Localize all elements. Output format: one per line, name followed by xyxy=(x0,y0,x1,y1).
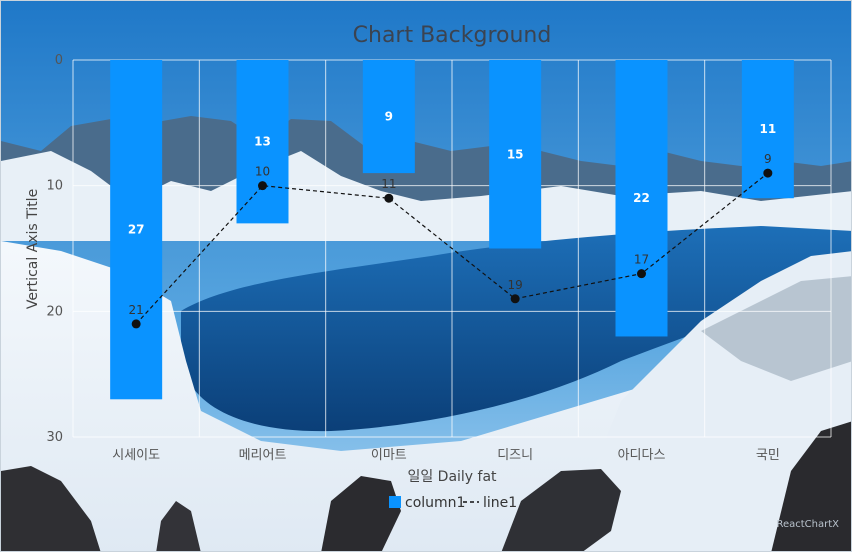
bar-0 xyxy=(110,60,163,400)
x-tick-label-3: 디즈니 xyxy=(497,448,533,463)
legend-label-line1: line1 xyxy=(483,495,517,511)
y-axis-title: Vertical Axis Title xyxy=(25,189,41,309)
bar-value-label-3: 15 xyxy=(507,147,524,161)
line-value-label-2: 11 xyxy=(381,177,396,191)
bar-4 xyxy=(615,60,668,337)
bar-value-label-1: 13 xyxy=(254,135,271,149)
line-value-label-1: 10 xyxy=(255,165,270,179)
y-axis-ticks: 0 10 20 30 xyxy=(46,53,63,445)
line-value-label-4: 17 xyxy=(634,253,649,267)
bar-value-label-5: 11 xyxy=(759,122,776,136)
y-tick-label-1: 10 xyxy=(46,179,63,194)
chart-title: Chart Background xyxy=(353,23,552,48)
legend-swatch-column1 xyxy=(389,496,401,508)
legend: column1 line1 xyxy=(389,495,517,511)
line-point-4 xyxy=(637,269,646,279)
legend-label-column1: column1 xyxy=(405,495,465,511)
line-value-label-5: 9 xyxy=(764,152,772,166)
y-tick-label-0: 0 xyxy=(55,53,63,68)
bar-value-label-0: 27 xyxy=(128,223,145,237)
x-tick-label-2: 이마트 xyxy=(371,448,407,463)
y-tick-label-2: 20 xyxy=(46,304,63,319)
bar-series-column1: 27 13 9 15 22 11 xyxy=(110,60,794,400)
y-tick-label-3: 30 xyxy=(46,430,63,445)
watermark: ReactChartX xyxy=(776,519,839,530)
x-axis-title: 일일 Daily fat xyxy=(407,469,497,485)
x-axis-ticks: 시세이도 메리어트 이마트 디즈니 아디다스 국민 xyxy=(112,448,780,463)
line-point-2 xyxy=(384,193,394,203)
x-tick-label-0: 시세이도 xyxy=(112,448,160,463)
x-tick-label-5: 국민 xyxy=(756,448,780,463)
bar-value-label-2: 9 xyxy=(385,110,393,124)
line-path xyxy=(135,172,769,325)
line-point-3 xyxy=(510,294,520,304)
x-tick-label-1: 메리어트 xyxy=(239,448,287,463)
line-value-label-3: 19 xyxy=(508,278,523,292)
bar-value-label-4: 22 xyxy=(633,191,650,205)
x-tick-label-4: 아디다스 xyxy=(618,448,666,463)
bar-2 xyxy=(362,60,415,174)
line-series-line1: 21 10 11 19 17 9 xyxy=(129,152,773,329)
bar-1 xyxy=(236,60,289,224)
bar-3 xyxy=(489,60,542,249)
line-value-label-0: 21 xyxy=(129,303,144,317)
line-point-5 xyxy=(763,168,773,178)
line-point-1 xyxy=(258,181,267,191)
line-point-0 xyxy=(131,319,141,329)
